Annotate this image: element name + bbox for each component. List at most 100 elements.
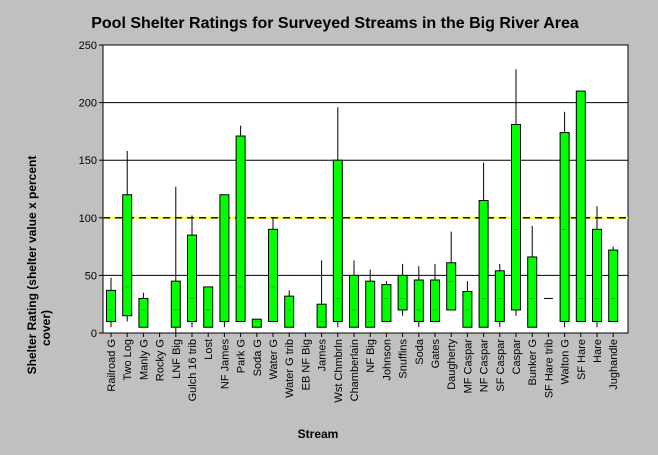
x-tick-label: Water G trib — [284, 339, 296, 398]
box-water-g-trib — [284, 290, 295, 328]
x-axis-title: Stream — [298, 427, 339, 441]
x-tick-label: Soda G — [252, 339, 264, 376]
box-body — [219, 194, 230, 322]
box-gulch-16-trib — [187, 215, 197, 328]
x-tick-label: Rocky G — [155, 339, 167, 381]
box-body — [559, 132, 570, 322]
box-body — [235, 135, 246, 322]
box-body — [527, 256, 538, 328]
box-body — [170, 280, 181, 328]
x-tick-label: LNF Big — [171, 339, 183, 379]
box-railroad-g — [106, 277, 116, 328]
box-lost — [203, 286, 214, 328]
box-body — [349, 274, 359, 328]
box-nf-big — [365, 269, 376, 328]
box-chamberlain — [349, 260, 359, 328]
box-daugherty — [446, 231, 457, 311]
y-tick-label-250: 250 — [79, 40, 97, 52]
box-body — [268, 228, 278, 322]
box-caspar — [511, 69, 521, 316]
box-body — [203, 286, 214, 328]
x-tick-label: Jughandle — [608, 339, 620, 390]
x-tick-label: NF James — [219, 339, 231, 390]
x-tick-label: Hare — [592, 339, 604, 363]
box-layer — [106, 69, 619, 333]
box-lnf-big — [170, 186, 181, 333]
box-snuffins — [397, 263, 408, 316]
box-james — [316, 260, 327, 328]
x-tick-label: NF Caspar — [479, 339, 491, 393]
x-tick-label: Daugherty — [446, 339, 458, 390]
box-walton-g — [559, 111, 570, 328]
y-tick-label-100: 100 — [79, 213, 97, 225]
box-soda — [413, 266, 424, 328]
box-jughandle — [608, 246, 619, 322]
box-body — [430, 279, 440, 322]
x-tick-label: Soda — [414, 338, 426, 365]
x-tick-label: Manly G — [138, 339, 150, 380]
box-two-log — [122, 150, 133, 322]
box-sf-caspar — [494, 263, 505, 328]
x-tick-label: James — [317, 339, 329, 372]
box-manly-g — [138, 292, 149, 328]
box-body — [478, 200, 489, 328]
x-tick-label: Bunker G — [527, 339, 539, 385]
box-body — [575, 90, 586, 322]
box-body — [381, 284, 392, 322]
x-tick-label: SF Hare trib — [543, 339, 555, 398]
y-tick-label-200: 200 — [79, 98, 97, 110]
box-body — [251, 318, 262, 328]
y-axis-title: Shelter Rating (shelter value x percentc… — [25, 156, 53, 375]
x-tick-label: Two Log — [122, 339, 134, 381]
box-gates — [430, 263, 440, 322]
x-tick-label: SF Hare — [576, 339, 588, 380]
box-body — [284, 295, 295, 328]
x-tick-label: Lost — [203, 339, 215, 360]
x-tick-label: Gulch 16 trib — [187, 339, 199, 401]
x-tick-label: Caspar — [511, 339, 523, 375]
box-soda-g — [251, 318, 262, 328]
x-tick-label: NF Big — [365, 339, 377, 373]
x-tick-label: Water G — [268, 339, 280, 380]
x-tick-label: Johnson — [381, 339, 393, 381]
y-axis-title-line-2: cover) — [39, 310, 53, 346]
box-body — [106, 289, 116, 322]
y-tick-label-50: 50 — [85, 270, 97, 282]
x-tick-label: Park G — [236, 339, 248, 373]
box-body — [138, 297, 149, 328]
y-axis-title-line-1: Shelter Rating (shelter value x percent — [25, 156, 39, 375]
x-tick-label: SF Caspar — [495, 339, 507, 392]
x-tick-label: Wst Chmbrln — [333, 339, 345, 403]
box-body — [511, 123, 521, 311]
y-tick-label-0: 0 — [91, 328, 97, 340]
chart-title: Pool Shelter Ratings for Surveyed Stream… — [91, 15, 579, 32]
y-tick-layer: 0 50 100 150 200 250 — [79, 40, 103, 340]
x-tick-label: Walton G — [560, 339, 572, 384]
box-body — [365, 280, 376, 328]
x-tick-label: Gates — [430, 339, 442, 369]
box-hare — [592, 206, 602, 328]
box-body — [332, 159, 343, 322]
box-body — [316, 303, 327, 328]
x-tick-layer: Railroad G Two Log Manly G Rocky G LNF Big Gu… — [106, 333, 620, 403]
x-tick-label: Railroad G — [106, 339, 118, 392]
box-johnson — [381, 281, 392, 322]
box-body — [413, 279, 424, 322]
x-tick-label: Snuffins — [398, 339, 410, 379]
x-tick-label: MF Caspar — [462, 339, 474, 394]
box-nf-james — [219, 194, 230, 328]
box-body — [462, 291, 473, 328]
box-wst-chmbrln — [332, 107, 343, 328]
y-tick-label-150: 150 — [79, 155, 97, 167]
box-park-g — [235, 125, 246, 322]
box-nf-caspar — [478, 162, 489, 328]
box-mf-caspar — [462, 281, 473, 328]
x-tick-label: Chamberlain — [349, 339, 361, 401]
box-body — [446, 262, 457, 311]
box-sf-hare — [575, 90, 586, 322]
box-body — [122, 194, 133, 317]
box-water-g — [268, 217, 278, 322]
box-body — [397, 274, 408, 311]
